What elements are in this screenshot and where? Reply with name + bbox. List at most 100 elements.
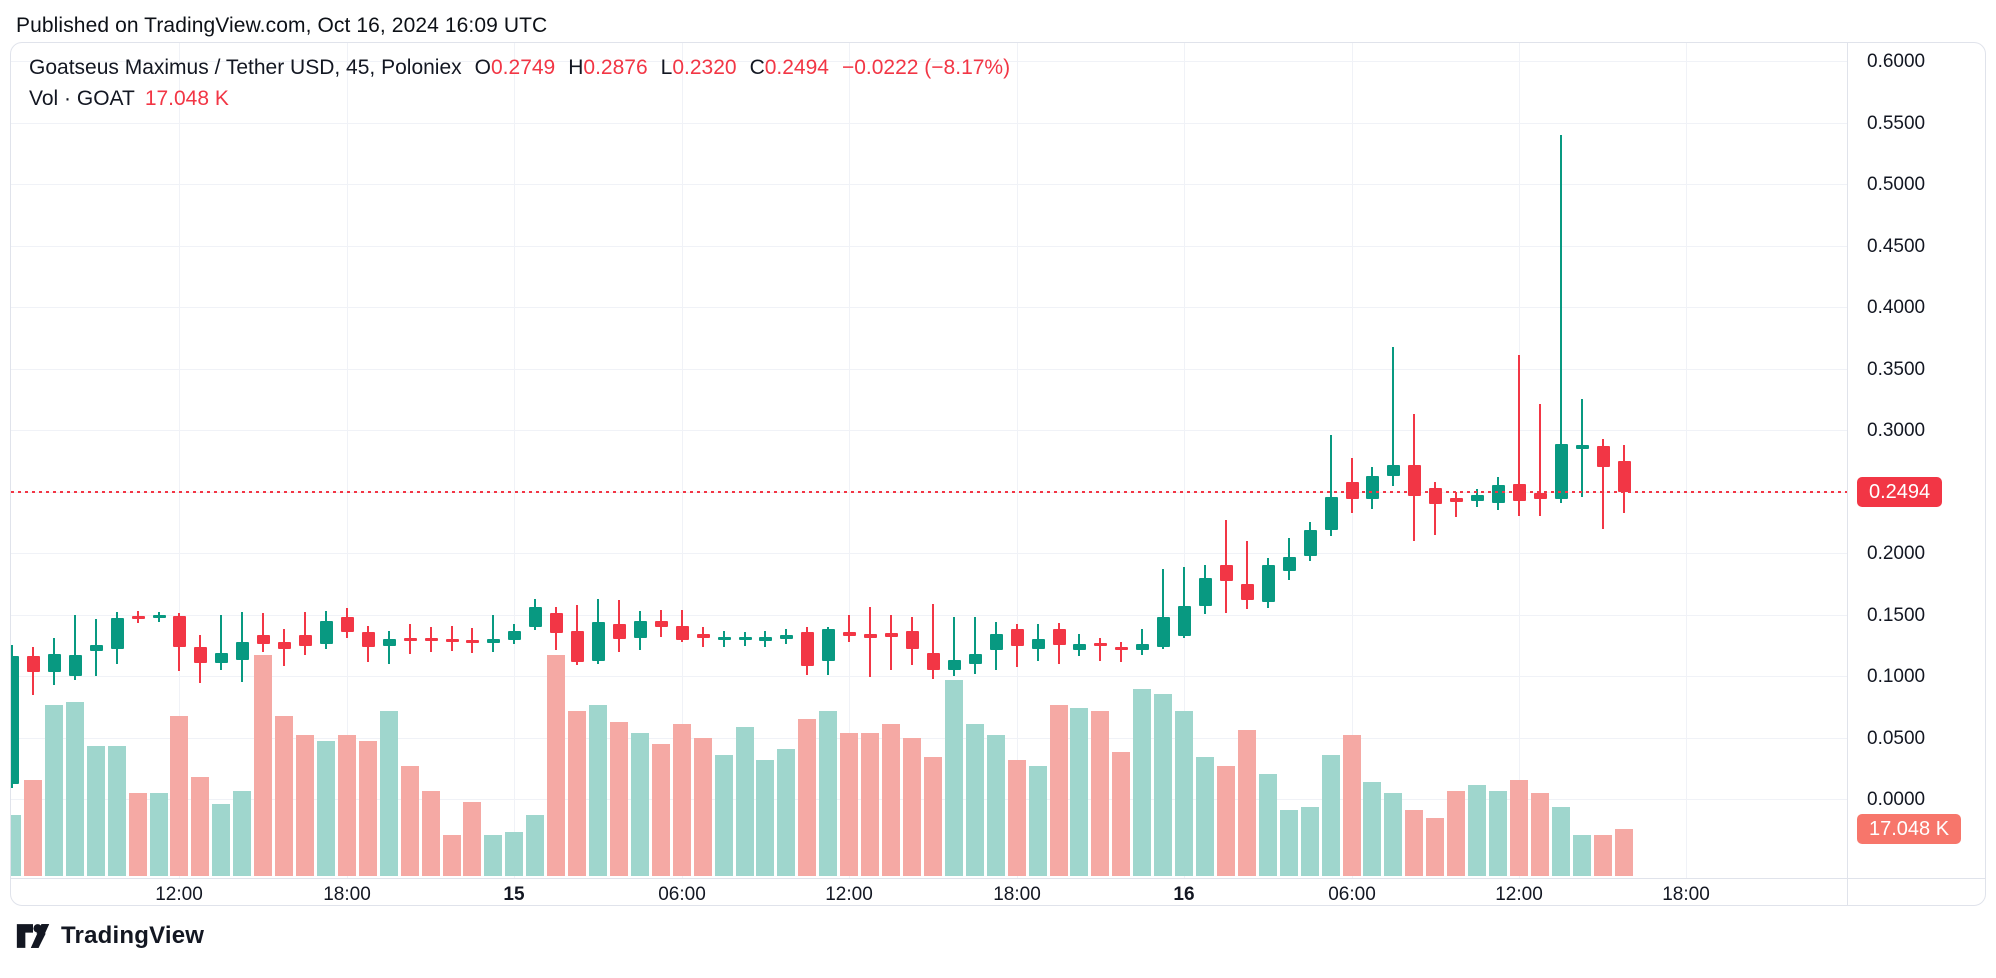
volume-label[interactable]: Vol · GOAT	[29, 87, 135, 110]
candle-wick	[220, 615, 222, 670]
tradingview-footer[interactable]: TradingView	[16, 922, 204, 950]
price-gridline	[11, 553, 1847, 554]
candle-wick	[953, 617, 955, 676]
candle-body	[132, 616, 145, 619]
price-gridline	[11, 184, 1847, 185]
candle-body	[739, 637, 752, 640]
candle-body	[278, 642, 291, 649]
time-tick-label: 12:00	[825, 884, 873, 905]
volume-bar	[924, 757, 942, 876]
price-gridline	[11, 246, 1847, 247]
volume-bar	[443, 835, 461, 876]
candle-wick	[1141, 629, 1143, 655]
candle-body	[425, 638, 438, 641]
chart-panel[interactable]: Goatseus Maximus / Tether USD, 45, Polon…	[10, 42, 1986, 906]
volume-bar	[1615, 829, 1633, 876]
candle-wick	[262, 613, 264, 652]
symbol-title[interactable]: Goatseus Maximus / Tether USD, 45, Polon…	[29, 56, 462, 79]
volume-bar	[903, 738, 921, 876]
volume-bar	[254, 655, 272, 876]
ohlc-key-o: O	[474, 56, 491, 79]
candle-body	[1471, 495, 1484, 501]
volume-bar	[233, 791, 251, 876]
volume-bar	[1070, 708, 1088, 876]
candle-body	[27, 656, 40, 672]
volume-bar	[359, 741, 377, 876]
candle-body	[404, 638, 417, 641]
time-tick-label: 06:00	[658, 884, 706, 905]
time-axis[interactable]: 12:00 18:00 15 06:00 12:00 18:00 16 06:00 12:00 1…	[11, 43, 1985, 905]
ohlc-key-l: L	[660, 56, 673, 79]
last-price-dotted-line	[11, 491, 1847, 493]
candle-wick	[1099, 638, 1101, 661]
volume-bar	[275, 716, 293, 876]
candle-body	[948, 660, 961, 670]
price-axis-separator	[1847, 43, 1848, 905]
volume-bar	[1489, 791, 1507, 876]
candle-body	[927, 653, 940, 670]
candle-wick	[388, 631, 390, 664]
volume-bar	[1363, 782, 1381, 876]
volume-bar	[610, 722, 628, 876]
volume-bar	[1531, 793, 1549, 876]
candle-wick	[1162, 569, 1164, 649]
candle-body	[676, 626, 689, 640]
candle-body	[111, 618, 124, 649]
price-gridline	[11, 676, 1847, 677]
candle-body	[1346, 482, 1359, 499]
ohlc-value-c: 0.2494	[764, 56, 829, 79]
ohlc-value-l: 0.2320	[672, 56, 737, 79]
candle-wick	[1539, 404, 1541, 516]
volume-bar	[819, 711, 837, 876]
candle-body	[780, 635, 793, 639]
volume-pane	[11, 43, 1985, 905]
candle-body	[1262, 565, 1275, 602]
candle-body	[634, 621, 647, 638]
volume-bar	[526, 815, 544, 876]
time-gridline	[1017, 43, 1018, 878]
candle-body	[320, 621, 333, 644]
volume-bar	[484, 835, 502, 876]
volume-bar	[1196, 757, 1214, 876]
price-axis[interactable]: 0.6000 0.5500 0.5000 0.4500 0.4000 0.3500 0.30…	[11, 43, 1985, 905]
candle-body	[90, 645, 103, 651]
candle-body	[1073, 644, 1086, 650]
volume-bar	[987, 735, 1005, 876]
time-tick-label: 12:00	[155, 884, 203, 905]
candle-wick	[1560, 135, 1562, 503]
time-tick-label: 12:00	[1495, 884, 1543, 905]
candle-body	[1220, 565, 1233, 581]
price-tick-label: 0.4000	[1867, 297, 1926, 318]
volume-bar	[568, 711, 586, 876]
chart-legend: Goatseus Maximus / Tether USD, 45, Polon…	[29, 53, 1010, 115]
price-tick-label: 0.6000	[1867, 51, 1926, 72]
time-gridline	[179, 43, 180, 878]
candle-wick	[974, 617, 976, 674]
candlestick-series	[11, 43, 1985, 905]
price-gridline	[11, 307, 1847, 308]
candle-body	[1492, 485, 1505, 503]
candle-body	[69, 655, 82, 676]
candle-body	[1157, 617, 1170, 647]
candle-body	[466, 640, 479, 643]
candle-body	[1618, 461, 1631, 492]
candle-body	[1283, 557, 1296, 571]
volume-bar	[1426, 818, 1444, 876]
tradingview-logo-icon	[16, 924, 50, 948]
volume-bar	[45, 705, 63, 876]
volume-bar	[338, 735, 356, 876]
candle-wick	[932, 604, 934, 679]
candle-wick	[1602, 439, 1604, 529]
volume-bar	[736, 727, 754, 876]
volume-bar	[1573, 835, 1591, 876]
time-gridline	[682, 43, 683, 878]
volume-bar	[840, 733, 858, 876]
candle-body	[153, 615, 166, 618]
time-gridline	[514, 43, 515, 878]
volume-bar	[212, 804, 230, 876]
candle-body	[48, 654, 61, 672]
volume-bar	[1594, 835, 1612, 876]
candle-body	[1115, 647, 1128, 650]
price-gridline	[11, 123, 1847, 124]
price-tick-label: 0.0000	[1867, 789, 1926, 810]
